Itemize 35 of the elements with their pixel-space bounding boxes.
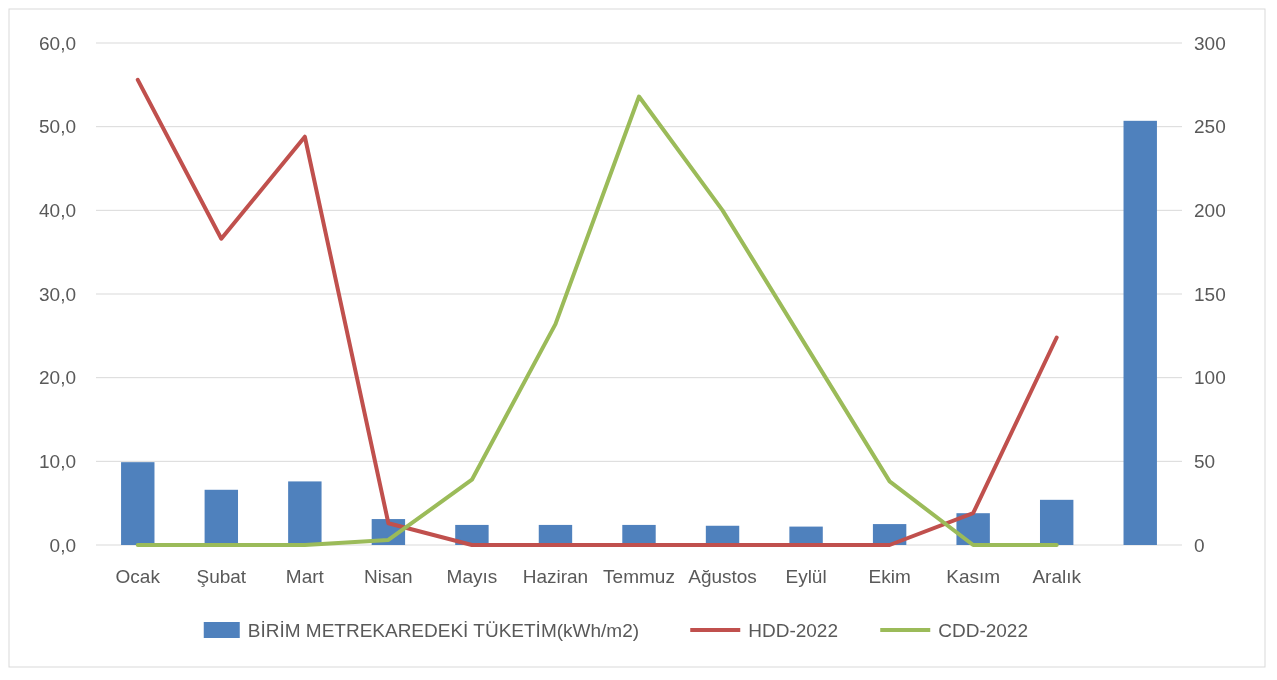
- bar: [622, 524, 656, 545]
- x-tick-label: Ocak: [115, 566, 161, 587]
- bar: [288, 481, 322, 545]
- y-tick-label: 20,0: [39, 367, 76, 389]
- bar: [1123, 120, 1157, 545]
- legend-label: CDD-2022: [938, 619, 1029, 641]
- x-tick-label: Nisan: [364, 566, 413, 587]
- y2-tick-label: 100: [1194, 367, 1226, 389]
- x-tick-label: Şubat: [196, 566, 247, 587]
- x-tick-label: Temmuz: [603, 566, 675, 587]
- bar: [1039, 499, 1074, 545]
- bar: [204, 489, 239, 545]
- y2-tick-label: 0: [1194, 534, 1205, 556]
- y-tick-label: 30,0: [39, 283, 76, 305]
- y2-tick-label: 50: [1194, 450, 1216, 472]
- legend-label: HDD-2022: [748, 619, 839, 641]
- y2-tick-label: 300: [1194, 32, 1226, 54]
- y2-tick-label: 200: [1194, 199, 1226, 221]
- y-tick-label: 40,0: [39, 199, 76, 221]
- x-tick-label: Mart: [285, 566, 325, 587]
- x-tick-label: Kasım: [946, 566, 1001, 587]
- x-tick-label: Aralık: [1032, 566, 1082, 587]
- y-tick-label: 60,0: [39, 32, 76, 54]
- x-tick-label: Haziran: [522, 566, 589, 587]
- y-tick-label: 50,0: [39, 116, 76, 138]
- y-tick-label: 0,0: [49, 534, 76, 556]
- y2-tick-label: 250: [1194, 116, 1226, 138]
- x-tick-label: Eylül: [785, 566, 827, 587]
- x-tick-label: Mayıs: [446, 566, 498, 587]
- legend-label: BİRİM METREKAREDEKİ TÜKETİM(kWh/m2): [247, 619, 640, 641]
- bar: [121, 462, 155, 545]
- x-tick-label: Ağustos: [688, 566, 757, 587]
- x-tick-label: Ekim: [868, 566, 911, 587]
- y-tick-label: 10,0: [39, 450, 76, 472]
- y2-tick-label: 150: [1194, 283, 1226, 305]
